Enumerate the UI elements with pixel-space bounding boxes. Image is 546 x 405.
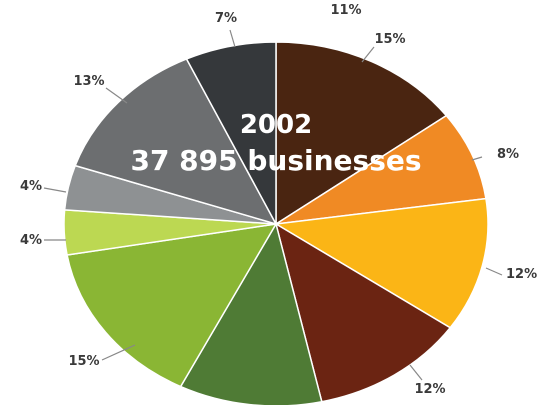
leader-line-3 (485, 267, 503, 276)
leader-line-2 (471, 156, 483, 161)
slice-label-10: 7% (215, 11, 237, 26)
leader-line-8 (43, 187, 67, 193)
pie-slice-9 (74, 58, 278, 226)
pie-slice-10 (185, 41, 277, 225)
slice-label-2: 8% (497, 147, 519, 162)
center-caption: 37 895 businesses (130, 144, 421, 177)
center-text-group: 2002 37 895 businesses (130, 110, 421, 177)
slice-label-7: 4% (20, 233, 42, 248)
extra-label-1: 11% (330, 3, 361, 18)
pie-slice-2 (275, 114, 487, 225)
slice-label-1: 15% (374, 32, 405, 47)
center-year: 2002 (240, 110, 312, 140)
slice-label-8: 4% (20, 179, 42, 194)
slice-label-9: 13% (73, 74, 104, 89)
slice-label-6: 15% (68, 354, 99, 369)
slice-label-4: 12% (414, 382, 445, 397)
slices-layer (63, 41, 489, 405)
pie-slice-3 (273, 197, 489, 329)
slice-label-3: 12% (506, 267, 537, 282)
leader-line-6 (101, 344, 136, 361)
pie-slice-1 (275, 41, 448, 226)
leader-line-10 (229, 29, 236, 48)
leader-line-4 (409, 364, 423, 381)
leader-line-9 (105, 87, 128, 104)
pie-slice-4 (274, 222, 452, 403)
pie-slice-6 (66, 223, 278, 388)
leader-line-1 (361, 46, 375, 63)
labels-layer: 15% 8% 12% 12% 15% 4% 4% 13% 7% 11% (20, 3, 537, 397)
